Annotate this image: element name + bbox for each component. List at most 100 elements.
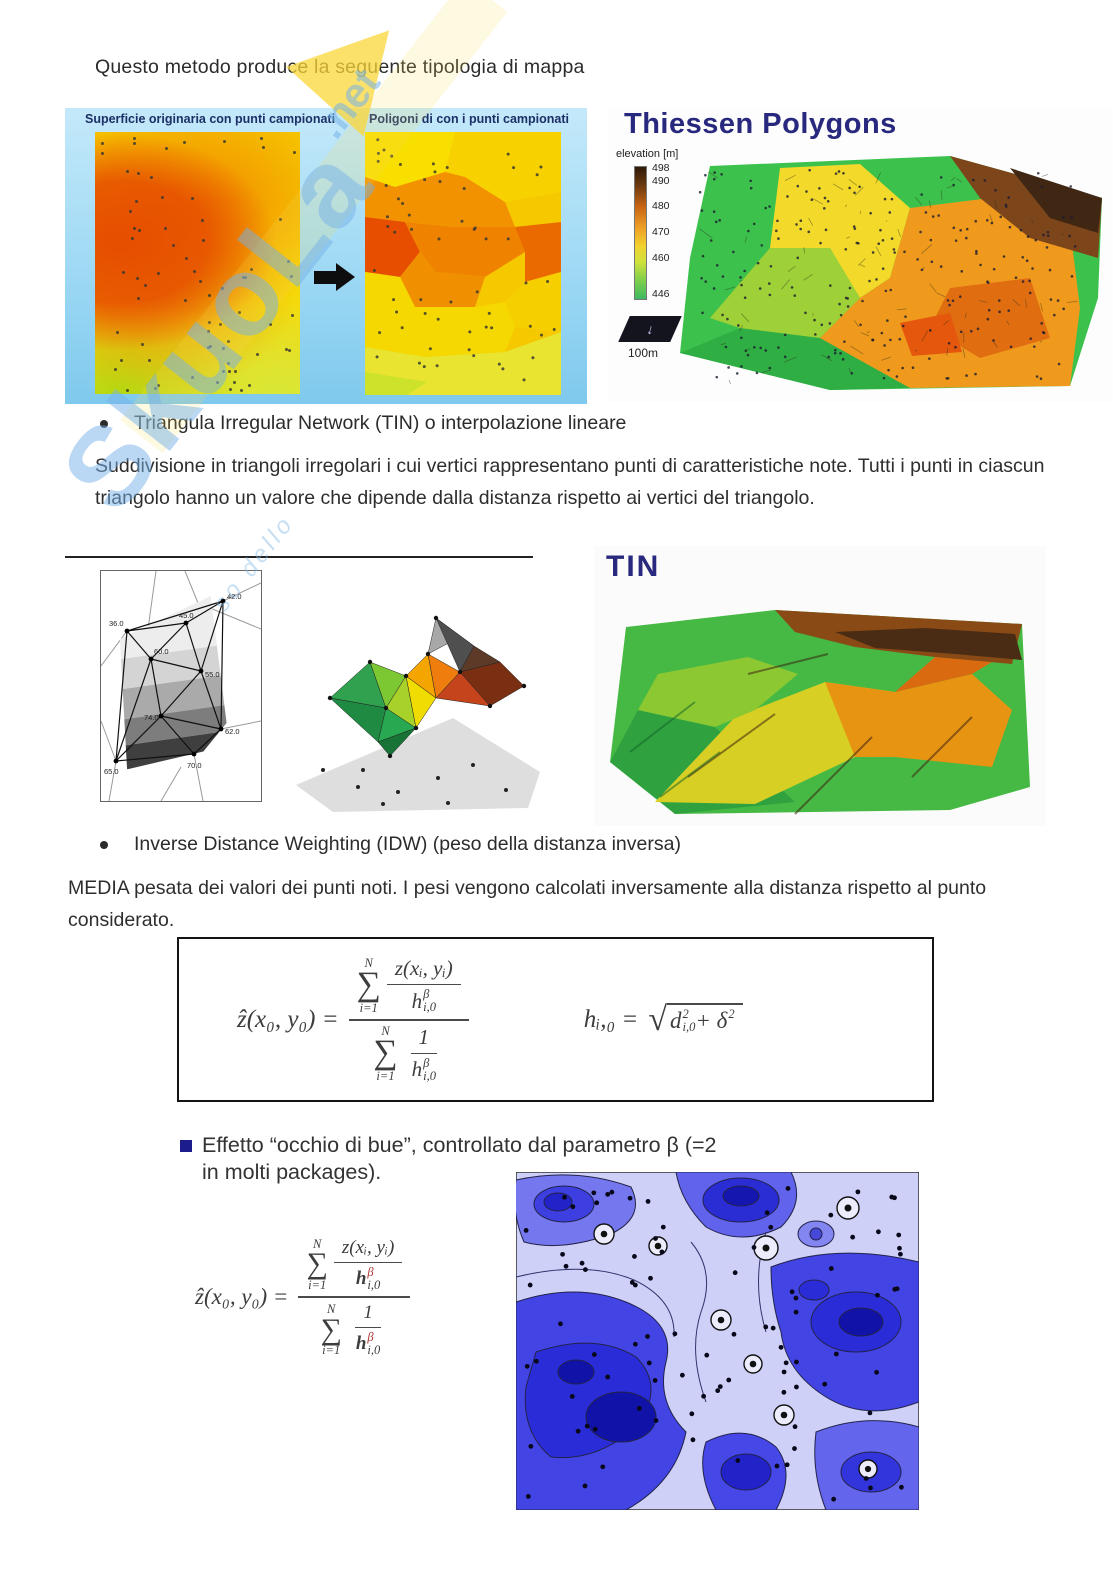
sample-point [605, 1191, 611, 1197]
legend-tick: 446 [652, 288, 670, 300]
sample-point [582, 1483, 588, 1489]
sample-point [700, 209, 704, 212]
sample-point [898, 1484, 904, 1490]
legend-tick: 498 [652, 162, 670, 174]
sample-point [824, 228, 828, 232]
sample-point [1028, 279, 1031, 283]
sample-point [198, 279, 202, 283]
sample-point [793, 1295, 799, 1301]
sample-point [880, 331, 884, 335]
idw-formula-2: ẑ(x₀, y₀) = N ∑ i=1 z(xᵢ, yᵢ) h β i,0 N ∑ i=1 … [195, 1235, 411, 1360]
sample-point [410, 227, 414, 231]
sample-point [720, 172, 723, 176]
sample-point [144, 284, 148, 288]
sample-point [717, 1384, 723, 1390]
sample-point [539, 333, 543, 337]
sample-point [746, 353, 750, 357]
sample-point [838, 302, 841, 306]
tin-figure-title: TIN [606, 550, 661, 583]
sample-point [704, 173, 707, 177]
bullet-idw-text: Inverse Distance Weighting (IDW) (peso d… [134, 833, 681, 855]
sample-point [783, 355, 787, 359]
sample-point [223, 139, 227, 143]
tin-diagram-svg: 42.0 45.0 36.0 60.0 55.0 74.0 62.0 70.0 … [100, 570, 262, 802]
sample-point [701, 254, 705, 258]
sample-point [552, 328, 556, 332]
sample-point [886, 319, 889, 322]
sample-point [901, 324, 905, 328]
sample-point [1029, 337, 1033, 340]
sample-point [419, 298, 423, 302]
sample-point [758, 287, 762, 290]
sample-point [831, 1496, 837, 1502]
sample-point [714, 220, 718, 224]
sample-point [971, 178, 975, 182]
sample-point [775, 229, 778, 233]
sample-point [834, 172, 838, 175]
sample-point [523, 1228, 529, 1233]
tin-paragraph: Suddivisione in triangoli irregolari i c… [95, 455, 1045, 509]
sample-point [892, 1286, 898, 1292]
sample-point [793, 1309, 799, 1315]
sample-point [208, 321, 211, 325]
sample-point [783, 333, 787, 337]
sample-point [813, 318, 816, 322]
tin-triangulation-diagram: 42.0 45.0 36.0 60.0 55.0 74.0 62.0 70.0 … [100, 570, 262, 802]
sample-point [911, 366, 915, 370]
sample-point [965, 374, 968, 377]
sample-point [690, 1437, 696, 1443]
sample-point [632, 1254, 637, 1259]
sample-point [583, 1267, 588, 1272]
sample-point [126, 169, 130, 173]
sample-point [260, 137, 264, 141]
sample-point [828, 322, 832, 325]
sample-point [852, 225, 856, 228]
sample-point [756, 261, 760, 265]
sample-point [764, 206, 768, 210]
sample-point [1034, 238, 1038, 242]
sample-point [898, 1251, 903, 1257]
sample-point [506, 152, 510, 156]
sample-point [386, 225, 390, 229]
sample-point [863, 1476, 869, 1481]
sample-point [842, 171, 845, 175]
sample-point [876, 1229, 881, 1235]
sample-point [881, 267, 885, 270]
sample-point [794, 1359, 799, 1365]
sample-point [546, 280, 550, 284]
sample-point [843, 340, 846, 343]
sample-point [1042, 331, 1046, 335]
sample-point [888, 211, 892, 214]
sample-point [887, 368, 890, 372]
sample-point [376, 159, 380, 163]
sample-point [562, 1194, 567, 1200]
sample-point [947, 341, 951, 345]
sample-point [375, 355, 379, 359]
sample-point [193, 269, 197, 273]
sample-point [130, 236, 134, 240]
sample-point [528, 1443, 534, 1449]
sample-point [768, 1224, 774, 1230]
sample-point [814, 333, 817, 336]
sample-point [137, 229, 141, 233]
sample-point [759, 346, 762, 350]
sample-point [255, 352, 259, 356]
sample-point [149, 175, 153, 179]
sample-point [632, 1341, 638, 1347]
sample-point [952, 226, 956, 230]
sample-point [672, 1331, 678, 1337]
arrow-right-icon [314, 263, 355, 291]
idw-bullseye-map [514, 1171, 920, 1511]
sample-point [268, 322, 272, 326]
sample-point [241, 275, 245, 279]
sample-point [1028, 291, 1032, 295]
sample-point [904, 315, 907, 318]
sample-point [200, 219, 204, 223]
sample-point [796, 184, 800, 188]
sample-point [129, 209, 133, 213]
sample-point [724, 345, 728, 349]
sample-point [609, 1189, 615, 1195]
sample-point [237, 310, 241, 314]
sample-point [903, 250, 906, 254]
sample-point [776, 219, 779, 223]
